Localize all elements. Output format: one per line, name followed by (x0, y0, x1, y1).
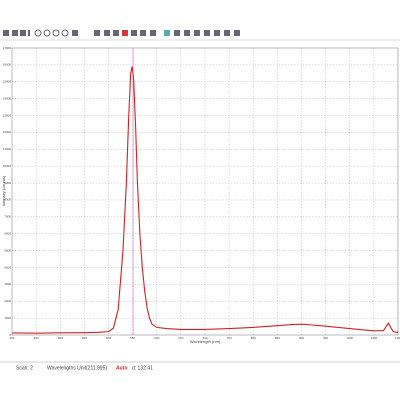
status-mode[interactable]: Auto (116, 365, 127, 371)
status-cursor: d: 132.41 (132, 365, 153, 371)
spectrum-line (11, 66, 399, 334)
x-axis-label: Wavelength (nm) (190, 339, 221, 344)
y-tick-label: 15000 (3, 80, 12, 84)
tool-icon[interactable] (20, 30, 26, 36)
y-tick-label: 2000 (4, 299, 11, 303)
x-tick-label: 700 (202, 336, 207, 340)
tool-icon[interactable] (234, 30, 240, 36)
x-tick-label: 400 (58, 336, 63, 340)
tool-icon[interactable] (164, 30, 170, 36)
x-tick-label: 600 (154, 336, 159, 340)
y-tick-label: 12000 (3, 130, 12, 134)
tool-icon[interactable] (194, 30, 200, 36)
x-tick-label: 1050 (371, 336, 378, 340)
tool-icon[interactable] (3, 30, 9, 36)
y-tick-label: 8000 (4, 198, 11, 202)
x-tick-label: 1100 (395, 336, 400, 340)
y-tick-label: 10000 (3, 164, 12, 168)
plot: 0 1000 2000 3000 4000 5000 6000 7000 8000 9000 100… (3, 46, 400, 340)
y-tick-label: 9000 (4, 181, 11, 185)
zoom-icon[interactable] (52, 29, 60, 37)
toolbar (3, 29, 240, 37)
zoom-icon[interactable] (43, 29, 51, 37)
status-scan: Scan: 2 (16, 365, 33, 371)
tool-icon[interactable] (224, 30, 230, 36)
y-tick-label: 3000 (4, 282, 11, 286)
tool-icon[interactable] (72, 30, 78, 36)
tool-icon[interactable] (214, 30, 220, 36)
tool-icon[interactable] (204, 30, 210, 36)
y-tick-label: 0 (9, 333, 11, 337)
tool-icon[interactable] (28, 30, 30, 36)
x-tick-label: 550 (130, 336, 135, 340)
x-tick-label: 350 (34, 336, 39, 340)
x-tick-label: 850 (275, 336, 280, 340)
y-tick-label: 1000 (4, 316, 11, 320)
tool-icon[interactable] (184, 30, 190, 36)
x-tick-label: 800 (251, 336, 256, 340)
tool-icon[interactable] (174, 30, 180, 36)
y-tick-label: 6000 (4, 232, 11, 236)
x-tick-label: 450 (82, 336, 87, 340)
tool-icon[interactable] (140, 30, 146, 36)
x-tick-label: 750 (227, 336, 232, 340)
y-axis-label: Intensity (counts) (1, 175, 6, 206)
plot-frame (11, 47, 399, 336)
tool-icon[interactable] (150, 30, 156, 36)
zoom-icon[interactable] (61, 29, 69, 37)
y-tick-label: 4000 (4, 265, 11, 269)
x-tick-label: 950 (323, 336, 328, 340)
x-tick-label: 650 (178, 336, 183, 340)
tool-icon[interactable] (113, 30, 119, 36)
tool-icon[interactable] (12, 30, 18, 36)
y-tick-label: 16000 (3, 63, 12, 67)
x-tick-label: 500 (106, 336, 111, 340)
x-tick-label: 300 (9, 336, 14, 340)
y-tick-label: 11000 (3, 147, 11, 151)
status-unit: Wavelengths Unit(211.995) (47, 365, 107, 371)
tool-icon[interactable] (122, 30, 128, 36)
y-tick-label: 7000 (4, 215, 11, 219)
y-tick-label: 13000 (3, 113, 12, 117)
tool-icon[interactable] (131, 30, 137, 36)
y-tick-label: 5000 (4, 248, 11, 252)
zoom-icon[interactable] (34, 29, 42, 37)
x-tick-label: 1000 (346, 336, 353, 340)
tool-icon[interactable] (104, 30, 110, 36)
y-tick-label: 14000 (3, 96, 12, 100)
y-tick-label: 17000 (3, 46, 12, 50)
status-bar: Scan: 2 Wavelengths Unit(211.995) Auto d… (16, 365, 153, 371)
x-tick-label: 900 (299, 336, 304, 340)
tool-icon[interactable] (94, 30, 100, 36)
